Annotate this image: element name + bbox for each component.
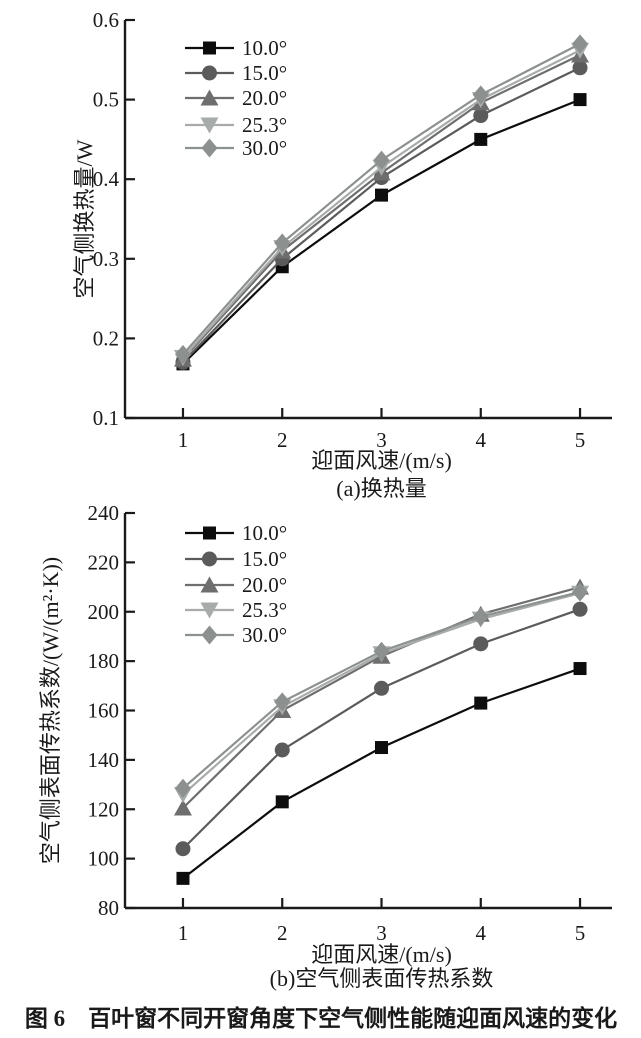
data-point-circle-icon [175, 841, 191, 857]
data-point-square-icon [474, 132, 488, 146]
data-point-circle-icon [473, 108, 489, 124]
legend-label: 15.0° [242, 61, 287, 85]
legend-item: 20.0° [185, 86, 287, 110]
data-point-circle-icon [572, 601, 588, 617]
data-point-square-icon [573, 93, 587, 107]
y-tick-label: 0.4 [93, 167, 120, 191]
data-point-diamond-icon [373, 150, 390, 170]
data-point-diamond-icon [274, 233, 291, 253]
y-tick-label: 180 [88, 649, 120, 673]
legend-label: 20.0° [242, 573, 287, 597]
data-point-circle-icon [473, 636, 489, 652]
legend-label: 15.0° [242, 547, 287, 571]
y-tick-label: 0.3 [93, 247, 119, 271]
legend: 10.0°15.0°20.0°25.3°30.0° [185, 521, 287, 647]
legend-item: 15.0° [185, 61, 287, 85]
x-tick-label: 1 [178, 921, 189, 945]
data-point-diamond-icon [174, 778, 191, 798]
chart-subtitle: (a)换热量 [336, 476, 426, 501]
y-tick-label: 120 [88, 797, 120, 821]
data-point-square-icon [275, 795, 289, 809]
legend-label: 10.0° [242, 36, 287, 60]
data-point-diamond-icon [373, 641, 390, 661]
y-tick-label: 0.6 [93, 8, 119, 32]
data-point-diamond-icon [174, 344, 191, 364]
data-point-square-icon [474, 696, 488, 710]
data-point-diamond-icon [472, 85, 489, 105]
legend-square-icon [203, 41, 216, 55]
legend-item: 25.3° [185, 598, 287, 622]
data-point-diamond-icon [274, 692, 291, 712]
data-point-circle-icon [572, 60, 588, 76]
x-tick-label: 4 [476, 921, 487, 945]
series-line-15.0° [182, 66, 581, 364]
legend-triangle-up-icon [200, 89, 219, 106]
legend-item: 20.0° [185, 573, 287, 597]
legend-label: 20.0° [242, 86, 287, 110]
legend-item: 10.0° [185, 521, 287, 545]
x-tick-label: 3 [376, 921, 387, 945]
legend-label: 30.0° [242, 136, 287, 160]
data-point-square-icon [375, 741, 389, 755]
data-point-square-icon [176, 871, 190, 885]
legend-triangle-up-icon [200, 576, 219, 593]
y-tick-label: 160 [88, 699, 120, 723]
legend-circle-icon [202, 65, 217, 81]
chart-a-heat-exchange: 0.1 0.2 0.3 0.4 0.5 0.6 1 2 3 4 5 空气侧换热量/W 迎面风速/(m/s… [72, 8, 612, 501]
y-tick-label: 0.2 [93, 326, 119, 350]
legend: 10.0°15.0°20.0° 25.3°30.0° [185, 36, 287, 160]
y-tick-label: 0.1 [93, 406, 119, 430]
x-tick-label: 5 [575, 428, 586, 452]
legend-label: 30.0° [242, 623, 287, 647]
legend-item: 15.0° [185, 547, 287, 571]
data-point-diamond-icon [472, 607, 489, 627]
x-tick-label: 4 [476, 428, 487, 452]
y-tick-label: 100 [88, 847, 120, 871]
y-axis-title: 空气侧换热量/W [72, 139, 97, 298]
legend-triangle-down-icon [200, 117, 219, 134]
legend-diamond-icon [201, 138, 218, 158]
data-point-circle-icon [374, 680, 390, 696]
legend-triangle-down-icon [200, 602, 219, 619]
x-tick-label: 2 [277, 921, 288, 945]
y-tick-label: 200 [88, 600, 120, 624]
y-tick-label: 240 [88, 501, 120, 525]
legend-item: 10.0° [185, 36, 287, 60]
legend-label: 10.0° [242, 521, 287, 545]
legend-label: 25.3° [242, 113, 287, 137]
x-tick-label: 3 [376, 428, 387, 452]
data-point-circle-icon [274, 742, 290, 758]
y-tick-label: 140 [88, 748, 120, 772]
legend-diamond-icon [201, 625, 218, 645]
data-point-square-icon [573, 662, 587, 676]
data-point-diamond-icon [572, 582, 589, 602]
data-point-diamond-icon [572, 34, 589, 54]
chart-b-heat-transfer-coefficient: 80 100 120 140 160 180 200 220 240 1 2 3 4 5 空气侧表面传热系数… [38, 501, 612, 991]
y-tick-label: 220 [88, 550, 120, 574]
data-point-triangle-up-icon [173, 799, 192, 816]
x-tick-label: 2 [277, 428, 288, 452]
x-axis-title: 迎面风速/(m/s) [311, 448, 452, 473]
y-tick-label: 80 [98, 896, 119, 920]
legend-item: 30.0° [185, 136, 287, 160]
x-axis-title: 迎面风速/(m/s) [311, 942, 452, 967]
legend-item: 25.3° [185, 113, 287, 137]
y-axis-title: 空气侧表面传热系数/(W/(m²·K)) [38, 557, 63, 864]
legend-circle-icon [202, 551, 217, 567]
data-point-square-icon [375, 188, 389, 202]
y-tick-label: 0.5 [93, 88, 119, 112]
chart-subtitle: (b)空气侧表面传热系数 [270, 966, 494, 991]
x-tick-label: 5 [575, 921, 586, 945]
x-tick-label: 1 [178, 428, 189, 452]
legend-item: 30.0° [185, 623, 287, 647]
figure-caption: 图 6 百叶窗不同开窗角度下空气侧性能随迎面风速的变化 [25, 1005, 617, 1031]
series-line-10.0° [182, 667, 581, 880]
legend-square-icon [203, 526, 216, 540]
legend-label: 25.3° [242, 598, 287, 622]
